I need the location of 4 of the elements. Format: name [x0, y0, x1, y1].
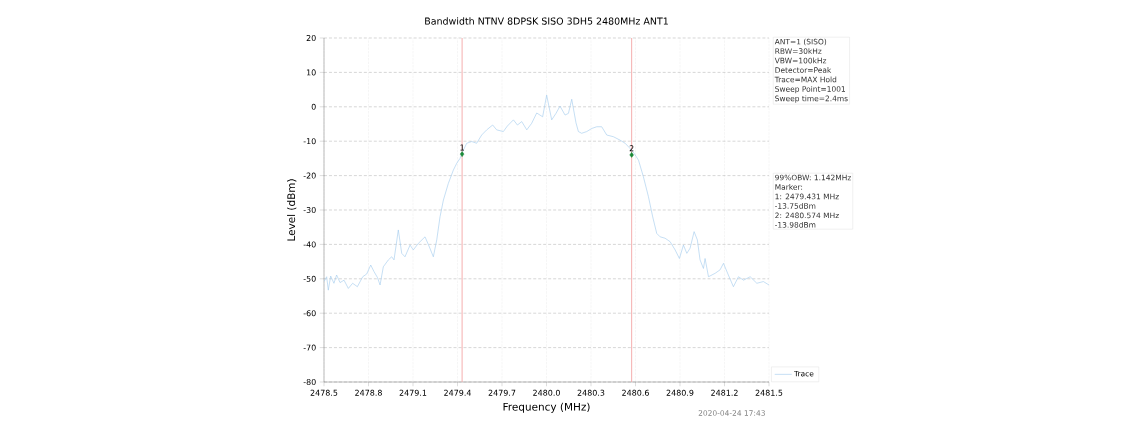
x-axis-title: Frequency (MHz): [503, 402, 590, 413]
line-series: [324, 94, 770, 291]
chart-title: Bandwidth NTNV 8DPSK SISO 3DH5 2480MHz ANT1: [425, 17, 668, 25]
y-axis-title: Level (dBm): [287, 179, 297, 241]
